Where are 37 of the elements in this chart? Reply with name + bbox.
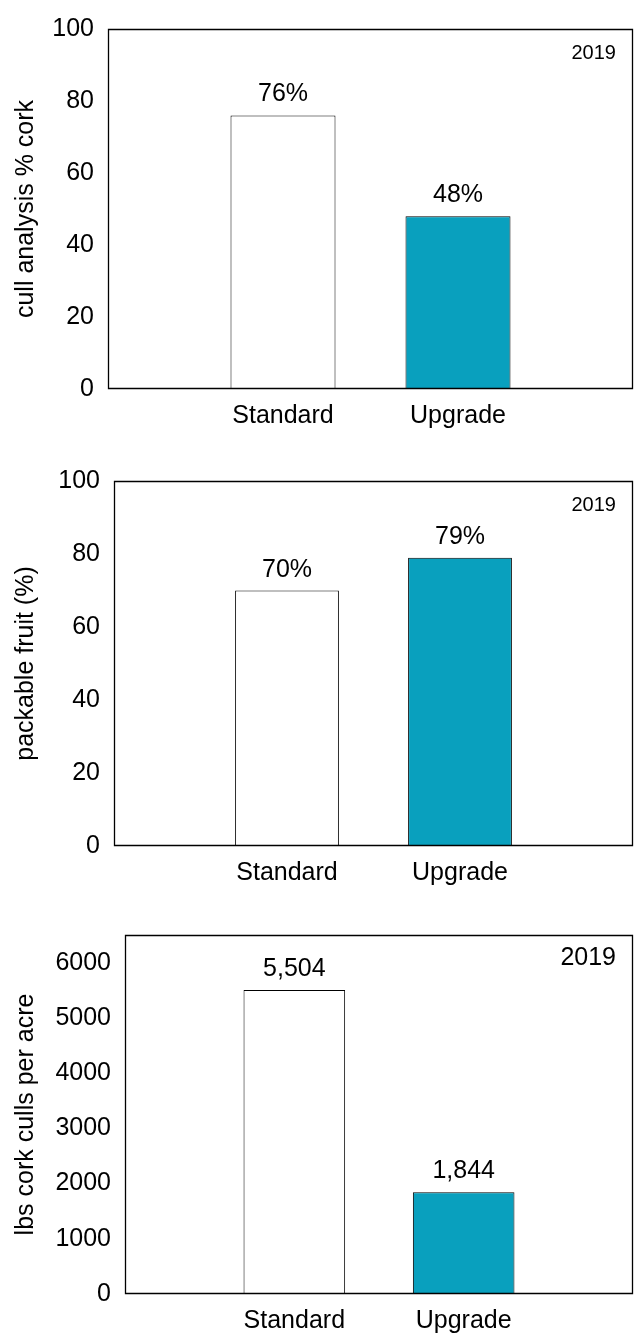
annotation: 2019 [571, 41, 616, 63]
y-axis-title: packable fruit (%) [9, 566, 38, 761]
x-tick-label: Upgrade [415, 1304, 512, 1333]
y-tick-label: 0 [80, 372, 94, 401]
y-axis-title: cull analysis % cork [9, 99, 38, 319]
y-tick-label: 100 [58, 464, 100, 493]
y-tick-label: 20 [66, 300, 94, 329]
y-tick-label: 4000 [55, 1056, 111, 1085]
y-tick-label: 40 [66, 228, 94, 257]
y-tick-label: 60 [66, 156, 94, 185]
y-tick-label: 0 [97, 1277, 111, 1306]
y-tick-label: 40 [72, 683, 100, 712]
annotation: 2019 [560, 942, 616, 970]
data-label: 1,844 [432, 1155, 496, 1184]
data-label: 79% [434, 520, 486, 549]
y-tick-label: 0 [86, 829, 100, 858]
data-label: 70% [261, 553, 313, 582]
x-tick-label: Upgrade [410, 399, 506, 428]
x-tick-label: Standard [232, 399, 334, 428]
x-tick-label: Upgrade [412, 856, 508, 885]
x-tick-label: Standard [236, 856, 338, 885]
y-tick-label: 5000 [55, 1001, 111, 1030]
annotation: 2019 [571, 493, 616, 515]
y-tick-label: 60 [72, 610, 100, 639]
y-tick-label: 6000 [55, 946, 111, 975]
y-tick-label: 80 [66, 84, 94, 113]
data-label: 48% [432, 179, 484, 208]
x-tick-label: Standard [243, 1304, 346, 1333]
y-tick-label: 1000 [55, 1222, 111, 1251]
y-tick-label: 2000 [55, 1167, 111, 1196]
data-label: 76% [257, 78, 309, 107]
y-axis-title: lbs cork culls per acre [9, 993, 38, 1236]
y-tick-label: 100 [52, 12, 94, 41]
y-tick-label: 20 [72, 756, 100, 785]
y-tick-label: 80 [72, 537, 100, 566]
y-tick-label: 3000 [55, 1112, 111, 1141]
data-label: 5,504 [263, 953, 326, 982]
